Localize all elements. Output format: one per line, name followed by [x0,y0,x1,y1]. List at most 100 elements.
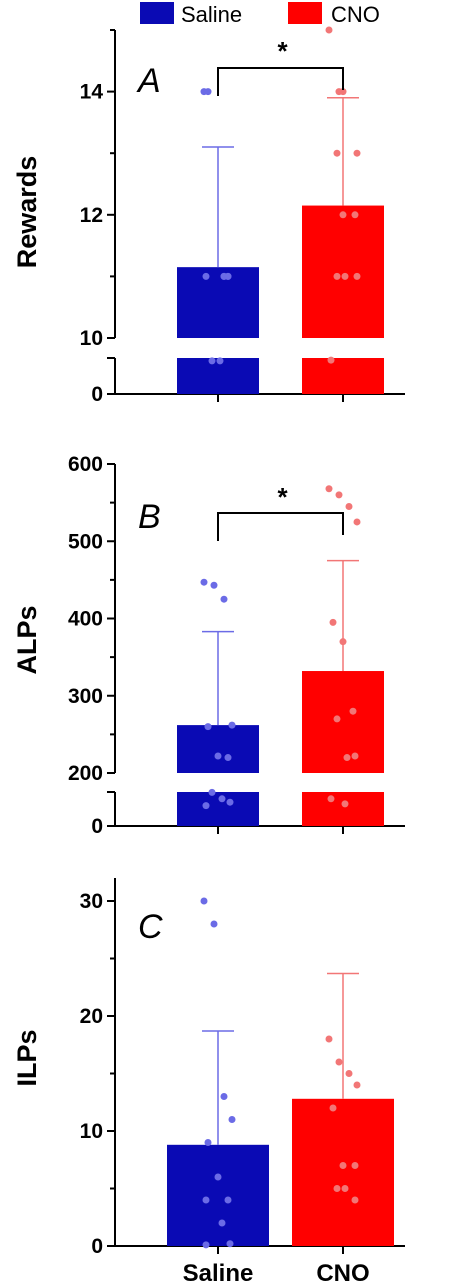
bar-saline-lower [177,792,259,826]
legend: Saline CNO [140,2,380,27]
bar-cno-upper [302,205,384,338]
significance-star: * [277,36,288,66]
data-point [329,1104,337,1112]
data-point [353,518,361,526]
bar-cno-lower [302,792,384,826]
x-category-label-saline: Saline [183,1260,254,1287]
data-point [351,752,359,760]
data-point [335,1058,343,1066]
significance-bracket [217,512,344,541]
legend-label-saline: Saline [181,2,242,27]
significance-bracket [217,67,344,96]
data-point [202,1241,210,1249]
y-tick-label: 500 [68,530,103,553]
panel-letter: A [136,62,161,100]
y-axis-label: Rewards [12,156,42,269]
data-point [333,272,341,280]
y-tick-label: 0 [91,383,103,406]
y-tick-label: 0 [91,815,103,838]
data-point [339,211,347,219]
data-point [204,723,212,731]
y-tick-label: 600 [68,453,103,476]
data-point [339,638,347,646]
data-point [220,595,228,603]
data-point [335,491,343,499]
data-point [228,1116,236,1123]
data-point [327,795,335,803]
panel-c-ilps: 0 10 20 30 ILPs C [12,878,405,1258]
data-point [325,1035,333,1043]
y-tick-label: 10 [80,1120,103,1143]
data-point [333,149,341,157]
panel-b-alps: 200 300 400 500 600 0 ALPs B * [12,453,405,838]
bar-saline-lower [177,358,259,394]
bar-cno-upper [302,671,384,773]
y-tick-label: 12 [80,204,103,227]
data-point [341,800,349,808]
y-tick-label: 300 [68,685,103,708]
y-tick-label: 30 [80,890,103,913]
data-point [200,897,208,905]
data-point [208,357,216,365]
data-point [333,715,341,723]
y-axis-label: ILPs [12,1029,42,1086]
data-point [351,211,359,219]
legend-swatch-saline [140,2,174,24]
y-tick-label: 10 [80,327,103,350]
data-point [351,1196,359,1204]
legend-label-cno: CNO [331,2,380,27]
bar-cno [292,1098,394,1246]
data-point [214,752,222,760]
data-point [214,1173,222,1181]
data-point [218,1219,226,1227]
y-tick-label: 14 [80,81,104,104]
data-point [353,1081,361,1089]
panel-letter: C [138,908,163,946]
data-point [226,798,234,806]
bar-saline-upper [177,725,259,773]
data-point [339,88,347,96]
data-point [204,88,212,96]
legend-swatch-cno [288,2,322,24]
data-point [216,357,224,365]
data-point [341,1185,349,1192]
bar-saline [167,1144,269,1246]
data-point [210,581,218,589]
data-point [220,1093,228,1100]
data-point [327,356,335,364]
data-point [349,707,357,715]
y-tick-label: 200 [68,762,103,785]
data-point [341,272,349,280]
y-axis-label: ALPs [12,605,42,674]
x-category-label-cno: CNO [316,1260,369,1287]
data-point [226,1240,234,1248]
data-point [228,721,236,729]
significance-star: * [277,482,288,512]
data-point [224,754,232,762]
data-point [325,26,333,34]
y-tick-label: 20 [80,1005,103,1028]
data-point [208,788,216,796]
data-point [202,802,210,810]
data-point [325,485,333,493]
data-point [353,149,361,157]
data-point [351,1162,359,1169]
y-tick-label: 0 [91,1235,103,1258]
data-point [224,1196,232,1204]
bar-cno-lower [302,358,384,394]
y-tick-label: 400 [68,608,103,631]
data-point [329,618,337,626]
panel-a-rewards: 10 12 14 0 Rewards A * [12,26,405,406]
data-point [224,272,232,280]
data-point [343,754,351,762]
panel-letter: B [138,498,161,536]
data-point [204,1139,212,1146]
data-point [202,1196,210,1204]
data-point [345,1070,353,1077]
data-point [339,1162,347,1169]
bar-saline-upper [177,267,259,338]
data-point [333,1185,341,1192]
data-point [202,272,210,280]
data-point [210,920,218,928]
